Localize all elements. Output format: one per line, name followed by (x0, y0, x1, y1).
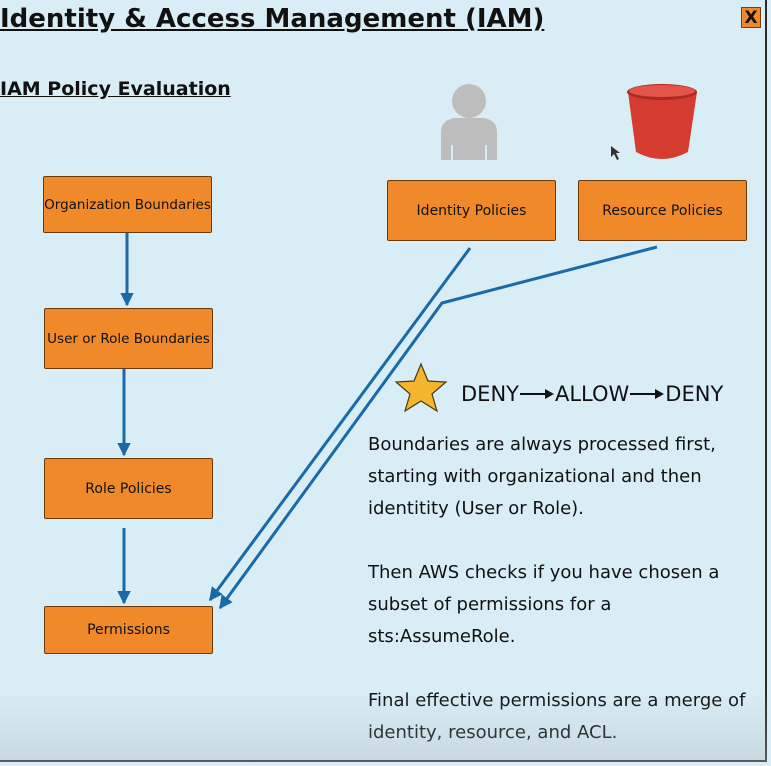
user-or-role-boundaries-box: User or Role Boundaries (44, 308, 213, 369)
note-line: Then AWS checks if you have chosen a (368, 562, 720, 583)
note-line: subset of permissions for a (368, 594, 612, 615)
flow-arrow-icon (519, 389, 554, 399)
note-line: starting with organizational and then (368, 466, 702, 487)
bucket-icon (627, 84, 697, 159)
arrow-identity-to-permissions (208, 247, 472, 602)
arrow-resource-to-permissions (218, 245, 658, 610)
note-assume-role: Then AWS checks if you have chosen a sub… (368, 557, 719, 653)
mouse-cursor-icon (611, 146, 620, 160)
role-policies-box: Role Policies (44, 458, 213, 519)
resource-policies-box: Resource Policies (578, 180, 747, 241)
organization-boundaries-box: Organization Boundaries (43, 176, 212, 233)
permissions-box: Permissions (44, 606, 213, 654)
flow-arrow-icon (630, 389, 665, 399)
note-boundaries: Boundaries are always processed first, s… (368, 429, 716, 525)
user-icon (441, 84, 497, 160)
flow-step-allow: ALLOW (554, 382, 630, 406)
note-line: Boundaries are always processed first, (368, 434, 716, 455)
section-subtitle: IAM Policy Evaluation (0, 78, 231, 100)
note-effective-permissions: Final effective permissions are a merge … (368, 685, 745, 749)
flow-step-deny-2: DENY (665, 382, 724, 406)
evaluation-flow: DENY ALLOW DENY (461, 380, 723, 408)
note-line: Final effective permissions are a merge … (368, 690, 746, 711)
note-line: identity, resource, and ACL. (368, 722, 618, 743)
page-title: Identity & Access Management (IAM) (0, 4, 545, 34)
identity-policies-box: Identity Policies (387, 180, 556, 241)
note-line: identitity (User or Role). (368, 498, 584, 519)
close-button[interactable]: X (741, 7, 761, 28)
star-icon (394, 362, 448, 413)
flow-step-deny-1: DENY (461, 382, 519, 406)
note-line: sts:AssumeRole. (368, 626, 516, 647)
